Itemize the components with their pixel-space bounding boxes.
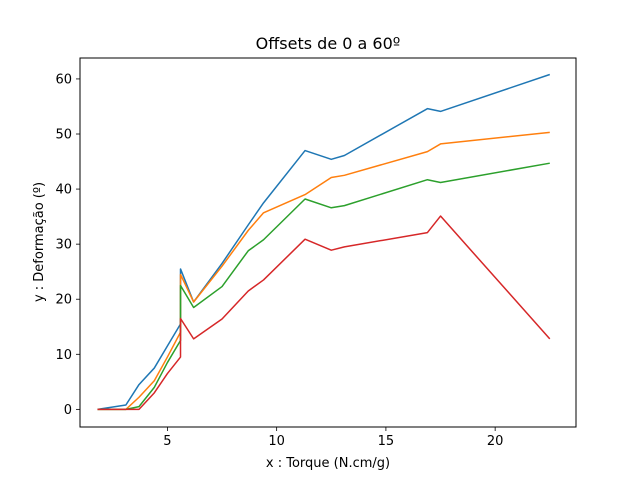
y-tick-label: 20: [55, 293, 72, 308]
y-tick-label: 0: [64, 403, 72, 418]
x-tick-label: 15: [378, 434, 395, 449]
x-tick-label: 5: [163, 434, 171, 449]
y-tick-label: 40: [55, 183, 72, 198]
y-axis-label: y : Deformação (º): [32, 182, 47, 302]
x-axis-ticks: 5 10 15 20: [163, 427, 503, 449]
y-tick-label: 30: [55, 238, 72, 253]
y-tick-label: 60: [55, 72, 72, 87]
x-axis-label: x : Torque (N.cm/g): [266, 456, 390, 471]
y-tick-label: 10: [55, 348, 72, 363]
plot-area-frame: [79, 57, 577, 428]
y-axis-ticks: 0 10 20 30 40 50 60: [55, 72, 80, 418]
series-line-4: [97, 215, 551, 411]
chart-title: Offsets de 0 a 60º: [256, 34, 401, 53]
x-tick-label: 20: [487, 434, 504, 449]
series-line-3: [97, 162, 550, 411]
series-line-2: [97, 131, 550, 411]
x-tick-label: 10: [268, 434, 285, 449]
y-tick-label: 50: [55, 128, 72, 143]
series-line-1: [97, 73, 551, 411]
series-layer: [97, 73, 551, 411]
